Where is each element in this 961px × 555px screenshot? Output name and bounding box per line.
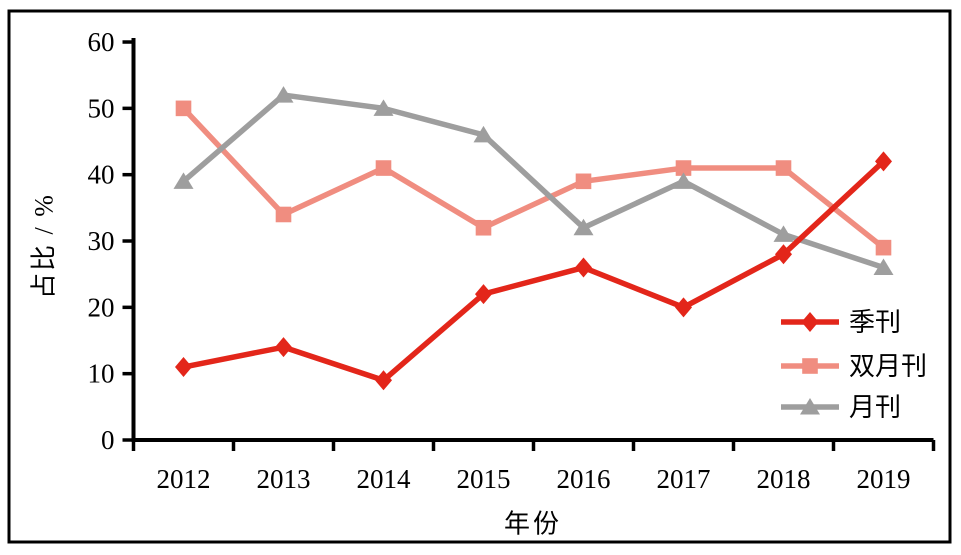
series-quarterly-marker-diamond-2016 bbox=[575, 257, 592, 278]
series-monthly-marker-triangle-2017 bbox=[673, 172, 694, 189]
x-axis-title: 年份 bbox=[503, 509, 563, 539]
legend-quarterly-diamond-icon bbox=[801, 312, 819, 332]
x-tick-label: 2012 bbox=[157, 464, 211, 494]
chart-border bbox=[7, 9, 952, 544]
x-tick-label: 2015 bbox=[457, 464, 511, 494]
y-tick-label: 50 bbox=[88, 93, 115, 123]
y-tick-label: 40 bbox=[88, 160, 115, 190]
series-bimonthly-marker-square-2017 bbox=[675, 160, 692, 176]
x-tick-label: 2019 bbox=[857, 464, 911, 494]
y-tick-label: 0 bbox=[101, 425, 115, 455]
series-monthly-marker-triangle-2015 bbox=[473, 125, 494, 143]
legend-bimonthly-label: 双月刊 bbox=[849, 352, 927, 381]
series-bimonthly-marker-square-2012 bbox=[175, 100, 192, 117]
series-monthly-marker-triangle-2012 bbox=[173, 172, 194, 189]
legend-quarterly-label: 季刊 bbox=[849, 308, 901, 337]
y-tick-label: 10 bbox=[88, 359, 115, 389]
y-tick-label: 60 bbox=[88, 27, 115, 57]
series-bimonthly-marker-square-2014 bbox=[375, 160, 392, 176]
x-tick-label: 2013 bbox=[257, 464, 311, 494]
x-tick-label: 2018 bbox=[757, 464, 811, 494]
series-monthly-line bbox=[181, 92, 885, 271]
series-quarterly-marker-diamond-2018 bbox=[775, 244, 792, 265]
series-bimonthly-marker-square-2013 bbox=[275, 206, 292, 223]
series-quarterly-marker-diamond-2015 bbox=[475, 284, 492, 305]
series-quarterly-marker-diamond-2017 bbox=[675, 297, 692, 318]
legend-monthly-triangle-icon bbox=[800, 398, 820, 415]
series-bimonthly-marker-square-2015 bbox=[475, 219, 492, 236]
x-tick-label: 2014 bbox=[357, 464, 412, 494]
series-monthly-marker-triangle-2013 bbox=[273, 86, 294, 103]
series-quarterly-marker-diamond-2019 bbox=[875, 151, 892, 172]
series-bimonthly-marker-square-2016 bbox=[575, 173, 592, 190]
x-tick-label: 2017 bbox=[657, 464, 711, 494]
y-axis-title: 占比 / % bbox=[29, 193, 59, 299]
legend-bimonthly-square-icon bbox=[802, 358, 818, 374]
series-bimonthly-line bbox=[181, 106, 886, 250]
y-tick-label: 30 bbox=[88, 226, 115, 256]
series-quarterly-marker-diamond-2013 bbox=[275, 337, 292, 358]
series-monthly-marker-triangle-2016 bbox=[573, 218, 594, 236]
series-monthly-marker-triangle-2019 bbox=[873, 258, 894, 276]
series-bimonthly-marker-square-2019 bbox=[875, 239, 892, 256]
series-bimonthly-marker-square-2018 bbox=[775, 160, 792, 176]
y-tick-label: 20 bbox=[88, 292, 115, 322]
legend-monthly-label: 月刊 bbox=[849, 393, 901, 422]
series-monthly-marker-triangle-2014 bbox=[373, 99, 394, 116]
series-monthly-marker-triangle-2018 bbox=[773, 225, 794, 242]
series-quarterly-line bbox=[182, 159, 886, 384]
series-quarterly-marker-diamond-2012 bbox=[175, 357, 192, 378]
series-quarterly-marker-diamond-2014 bbox=[375, 370, 392, 391]
x-tick-label: 2016 bbox=[557, 464, 611, 494]
